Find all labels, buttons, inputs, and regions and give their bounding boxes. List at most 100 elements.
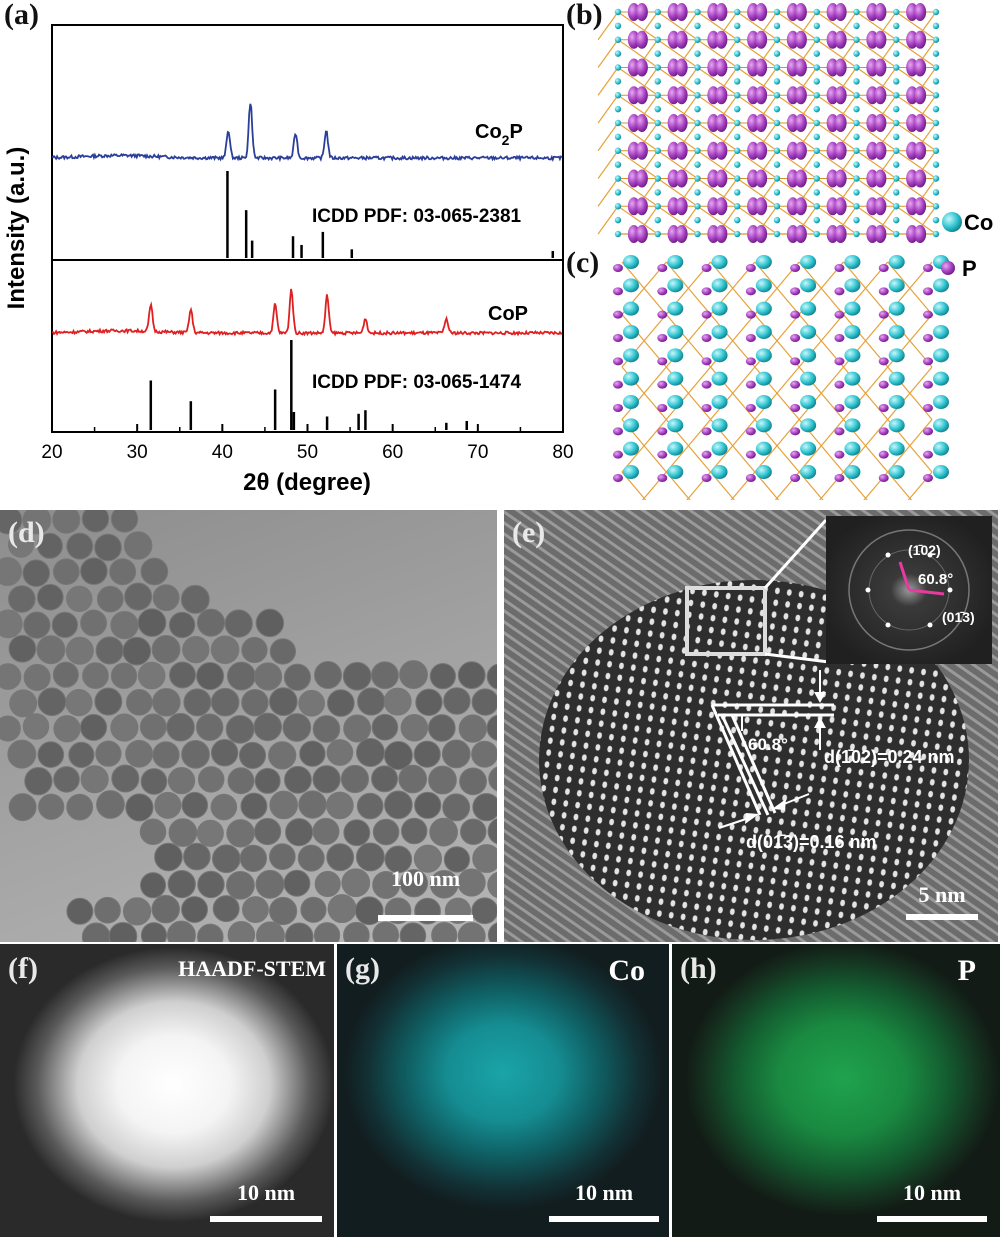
p-atom (914, 3, 927, 21)
crystal-structures: Co P (b) (c) (566, 0, 1000, 525)
co-atom (853, 105, 860, 113)
bond (657, 94, 698, 124)
legend-co-label: Co (964, 210, 993, 235)
co-atom (853, 64, 860, 71)
p-atom (834, 225, 847, 243)
co-atom (932, 105, 940, 113)
nanoparticle (36, 583, 64, 611)
co-atom (654, 64, 661, 71)
bond (617, 122, 659, 152)
nanoparticle (459, 767, 487, 796)
legend-co-atom (942, 212, 962, 232)
nanoparticle (154, 842, 183, 872)
p-atom (613, 427, 623, 436)
nanoparticle (52, 558, 80, 586)
p-atom (923, 474, 933, 482)
nanoparticle (125, 739, 154, 768)
bond (597, 39, 619, 68)
p-atom (745, 357, 756, 366)
co-atom (800, 371, 817, 386)
nanoparticle (488, 766, 497, 792)
p-atom (745, 287, 756, 296)
p-atom (794, 3, 807, 21)
p-atom (701, 404, 712, 412)
bond (697, 94, 738, 124)
co-atom (773, 8, 781, 16)
nanoparticle (442, 793, 471, 822)
p-atom (613, 357, 623, 366)
p-atom (914, 58, 927, 77)
p-atom (878, 357, 889, 366)
panel-label-a: (a) (4, 0, 39, 31)
co-atom (888, 348, 905, 363)
bond (816, 178, 857, 207)
p-atom (657, 427, 668, 436)
p-atom (613, 310, 623, 319)
p-atom (715, 141, 728, 160)
nanoparticle (241, 689, 269, 717)
p-atom (878, 474, 889, 482)
p-atom (874, 141, 887, 160)
nanoparticle (413, 844, 443, 873)
p-atom (790, 287, 801, 296)
bond (856, 11, 897, 41)
nanoparticle (110, 510, 139, 533)
co-atom (813, 216, 820, 224)
co-atom (654, 92, 661, 99)
haadf-title: HAADF-STEM (178, 956, 326, 981)
co-atom (893, 105, 900, 113)
nanoparticle (471, 740, 497, 768)
co-atom (711, 465, 728, 479)
nanoparticle (299, 740, 326, 767)
nanoparticle (123, 531, 153, 560)
p-atom (755, 3, 768, 21)
nanoparticle (400, 713, 429, 742)
co-atom (773, 161, 781, 168)
nanoparticle (457, 661, 486, 690)
selected-area-box (685, 586, 767, 656)
bond (617, 205, 659, 235)
co-atom (844, 395, 861, 409)
p-atom (745, 310, 756, 319)
nanoparticle (371, 713, 399, 741)
nanoparticle (415, 688, 443, 717)
nanoparticle (283, 663, 312, 691)
nanoparticle (340, 764, 370, 794)
co-atom (853, 78, 860, 85)
nanoparticle (212, 895, 240, 923)
nanoparticle (341, 868, 371, 898)
co-atom (932, 203, 940, 210)
nanoparticle (166, 920, 196, 942)
co-atom (711, 441, 728, 456)
co-atom (773, 64, 781, 71)
co-atom (932, 78, 940, 85)
nanoparticle (140, 557, 169, 586)
co-atom (888, 465, 905, 479)
fft-angle-label: 60.8° (918, 571, 953, 588)
crystal-structure-svg: Co P (597, 3, 993, 525)
nanoparticle (68, 741, 95, 769)
bond (697, 205, 738, 235)
nanoparticle (52, 661, 79, 688)
bond (816, 94, 857, 124)
co-atom (694, 133, 701, 141)
co-atom (755, 325, 772, 339)
nanoparticle (211, 844, 241, 874)
p-atom (834, 404, 845, 412)
nanoparticle (326, 739, 354, 766)
co-atom (813, 189, 820, 196)
p-atom (675, 114, 688, 132)
co-atom (813, 8, 820, 16)
nanoparticle (22, 559, 51, 587)
bond (887, 366, 933, 420)
x-tick-label: 70 (467, 442, 488, 463)
co-atom (853, 203, 860, 210)
bond (697, 39, 738, 68)
p-atom (874, 114, 887, 132)
nanoparticle (314, 661, 342, 690)
p-atom (914, 30, 927, 49)
co-atom (853, 119, 860, 127)
co-atom (800, 395, 817, 409)
p-atom (874, 169, 887, 188)
p-atom (675, 197, 688, 216)
